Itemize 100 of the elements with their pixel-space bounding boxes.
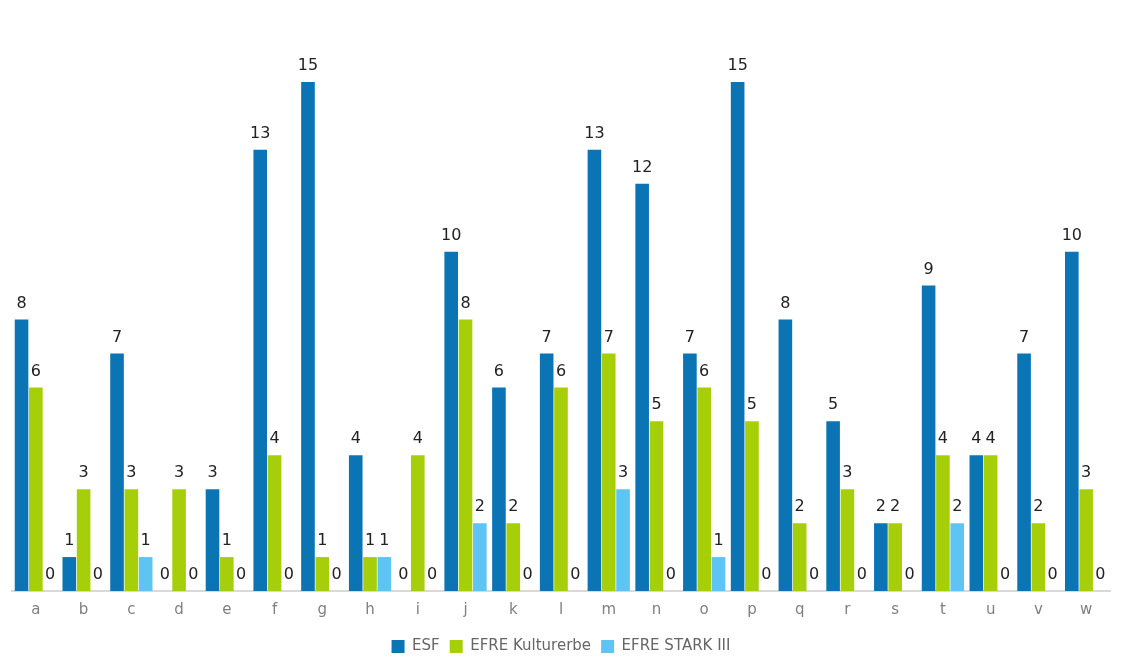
bar (554, 387, 568, 591)
x-tick-label: l (558, 599, 564, 618)
bar (587, 149, 602, 591)
bar (683, 353, 697, 591)
x-tick-label: q (794, 599, 805, 618)
data-label: 0 (188, 564, 199, 584)
bar (410, 455, 425, 591)
data-label: 0 (1047, 564, 1058, 584)
bar (473, 523, 487, 591)
x-tick-label: b (78, 599, 89, 618)
bar (649, 421, 664, 591)
data-label: 0 (856, 564, 867, 584)
data-label: 3 (617, 462, 629, 482)
bar (1031, 523, 1046, 591)
data-label: 3 (78, 462, 89, 482)
bar (983, 455, 998, 591)
data-label: 0 (999, 564, 1011, 584)
data-label: 1 (140, 530, 151, 550)
bar (711, 557, 726, 591)
data-label: 2 (474, 496, 485, 516)
data-label: 3 (173, 462, 185, 482)
data-label: 6 (555, 360, 567, 380)
data-label: 6 (30, 360, 41, 380)
bar (921, 285, 936, 591)
bar (1079, 489, 1093, 591)
data-label: 1 (379, 530, 390, 550)
data-label: 0 (45, 564, 56, 584)
data-label: 0 (92, 564, 104, 584)
data-label: 2 (508, 496, 519, 516)
bar (506, 523, 521, 591)
x-tick-label: k (508, 599, 518, 618)
x-tick-label: v (1033, 599, 1043, 618)
data-label: 0 (398, 564, 409, 584)
data-label: 7 (111, 326, 123, 346)
x-tick-label: p (747, 599, 757, 618)
data-label: 6 (493, 360, 505, 380)
data-label: 2 (890, 496, 901, 516)
data-label: 15 (727, 55, 748, 75)
data-label: 10 (1061, 224, 1082, 244)
bar (301, 81, 315, 591)
data-label: 0 (522, 564, 533, 584)
bar (492, 387, 506, 591)
bar (539, 353, 554, 591)
bar (124, 489, 139, 591)
data-label: 3 (207, 462, 218, 482)
data-label: 0 (1095, 564, 1106, 584)
bar (377, 557, 392, 591)
data-label: 1 (317, 530, 328, 550)
data-label: 4 (412, 428, 423, 448)
data-label: 0 (808, 564, 820, 584)
bar (697, 387, 712, 591)
data-label: 7 (1018, 326, 1030, 346)
data-label: 7 (684, 326, 695, 346)
data-label: 13 (250, 122, 271, 142)
data-label: 0 (570, 564, 581, 584)
x-tick-label: j (462, 599, 468, 618)
data-label: 1 (713, 530, 724, 550)
data-label: 2 (952, 496, 963, 516)
data-label: 8 (460, 292, 471, 312)
bar (138, 557, 153, 591)
bar (14, 319, 29, 591)
data-label: 15 (297, 55, 319, 75)
data-label: 5 (651, 394, 662, 414)
data-label: 10 (441, 224, 462, 244)
bar (205, 489, 220, 591)
bar (172, 489, 186, 591)
data-label: 2 (875, 496, 886, 516)
data-label: 3 (842, 462, 853, 482)
data-label: 2 (794, 496, 805, 516)
x-tick-label: i (415, 599, 420, 618)
bar (792, 523, 807, 591)
bar (601, 353, 616, 591)
bar (936, 455, 950, 591)
data-label: 7 (603, 326, 614, 346)
bar (220, 557, 234, 591)
data-label: 4 (350, 428, 361, 448)
data-label: 4 (269, 428, 280, 448)
data-label: 0 (904, 564, 915, 584)
bar (315, 557, 330, 591)
data-label: 1 (221, 530, 232, 550)
data-label: 8 (16, 292, 27, 312)
data-label: 7 (541, 326, 552, 346)
data-label: 4 (937, 428, 949, 448)
x-tick-label: m (601, 599, 617, 618)
data-label: 0 (761, 564, 772, 584)
data-label: 5 (746, 394, 758, 414)
legend-label: EFRE Kulturerbe (470, 636, 592, 655)
bar (253, 149, 268, 591)
x-tick-label: s (891, 599, 900, 618)
bar (458, 319, 473, 591)
bar (110, 353, 124, 591)
bar (616, 489, 630, 591)
x-tick-label: r (844, 599, 852, 618)
data-label: 0 (331, 564, 342, 584)
bar (778, 319, 793, 591)
data-label: 12 (631, 156, 653, 176)
bar (826, 421, 840, 591)
data-label: 2 (1033, 496, 1044, 516)
bar (76, 489, 91, 591)
x-tick-label: d (174, 599, 184, 618)
